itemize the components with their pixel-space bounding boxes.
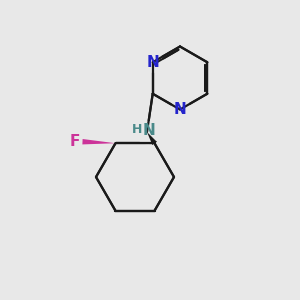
Polygon shape — [82, 139, 116, 144]
Text: H: H — [132, 123, 142, 136]
Text: F: F — [70, 134, 80, 149]
Text: N: N — [174, 102, 186, 117]
Text: N: N — [146, 55, 159, 70]
Polygon shape — [147, 132, 157, 145]
Polygon shape — [147, 132, 157, 145]
Text: N: N — [142, 123, 155, 138]
